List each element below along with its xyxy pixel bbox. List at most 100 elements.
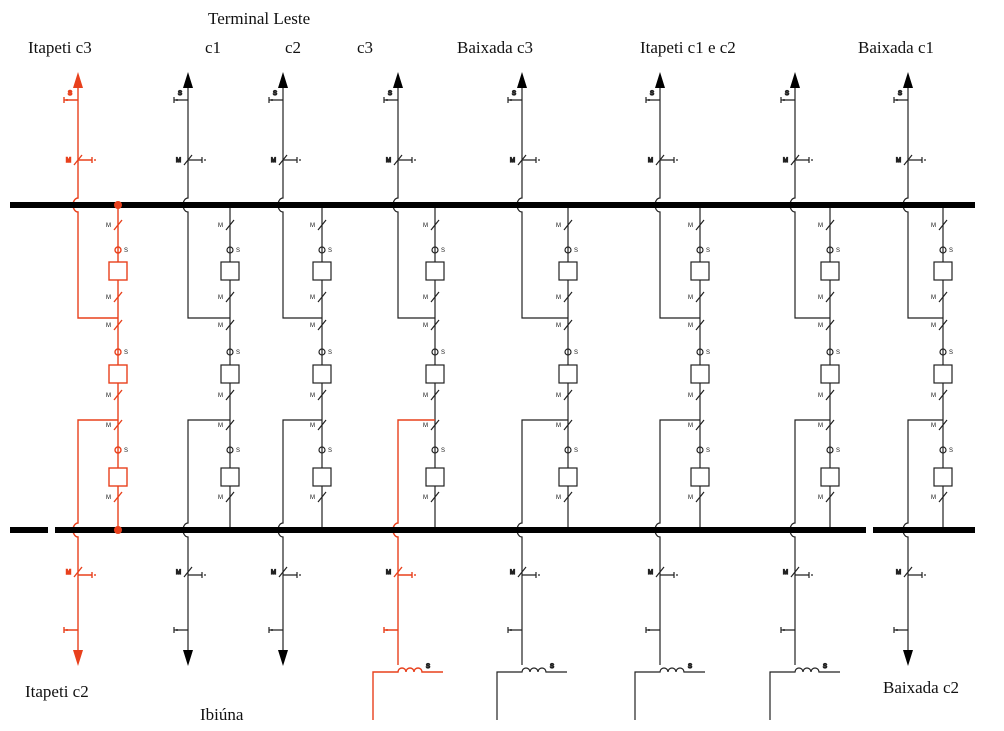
switch-label: M bbox=[931, 295, 936, 301]
switch bbox=[825, 219, 835, 231]
transformer bbox=[769, 667, 840, 720]
switch-label: M bbox=[556, 393, 561, 399]
switch bbox=[393, 566, 403, 578]
breaker bbox=[558, 364, 578, 384]
ground-switch bbox=[780, 97, 795, 103]
breaker bbox=[425, 467, 445, 487]
switch bbox=[225, 419, 235, 431]
switch-label: M bbox=[783, 570, 788, 576]
switch bbox=[655, 566, 665, 578]
top-feeder bbox=[182, 80, 230, 319]
symbol-label: S bbox=[68, 91, 72, 97]
switch bbox=[825, 291, 835, 303]
current-transformer bbox=[564, 246, 572, 254]
top-feeder bbox=[654, 80, 700, 319]
switch-label: M bbox=[218, 393, 223, 399]
switch-label: M bbox=[688, 295, 693, 301]
symbol-label: S bbox=[328, 248, 332, 254]
bay: M S M S bbox=[634, 72, 705, 720]
switch bbox=[113, 419, 123, 431]
breaker bbox=[820, 261, 840, 281]
symbol-label: S bbox=[836, 248, 840, 254]
switch-label: M bbox=[106, 423, 111, 429]
feeder-label: Baixada c1 bbox=[858, 38, 934, 57]
feeder-label: Itapeti c3 bbox=[28, 38, 92, 57]
bus-node bbox=[227, 202, 233, 208]
ground-switch bbox=[522, 572, 540, 578]
symbol-label: S bbox=[441, 350, 445, 356]
switch-label: M bbox=[423, 223, 428, 229]
symbol-label: S bbox=[550, 664, 554, 670]
symbol-label: S bbox=[441, 248, 445, 254]
lower-feeder bbox=[654, 419, 700, 665]
arrow bbox=[655, 72, 665, 88]
symbol-label: S bbox=[706, 248, 710, 254]
switch bbox=[225, 219, 235, 231]
switch-label: M bbox=[818, 223, 823, 229]
switch-label: M bbox=[176, 158, 181, 164]
current-transformer bbox=[939, 348, 947, 356]
top-feeder bbox=[277, 80, 322, 319]
breaker bbox=[220, 261, 240, 281]
current-transformer bbox=[939, 446, 947, 454]
switch-label: M bbox=[783, 158, 788, 164]
switch bbox=[825, 389, 835, 401]
breaker bbox=[690, 364, 710, 384]
switch-label: M bbox=[176, 570, 181, 576]
switch-label: M bbox=[106, 393, 111, 399]
current-transformer bbox=[564, 348, 572, 356]
switch bbox=[938, 491, 948, 503]
breaker bbox=[312, 467, 332, 487]
switch-label: M bbox=[688, 423, 693, 429]
ground-switch bbox=[660, 157, 678, 163]
switch bbox=[938, 419, 948, 431]
switch bbox=[113, 319, 123, 331]
switch-label: M bbox=[423, 495, 428, 501]
arrow bbox=[73, 72, 83, 88]
switch bbox=[113, 491, 123, 503]
switch-label: M bbox=[688, 223, 693, 229]
symbol-label: S bbox=[898, 91, 902, 97]
current-transformer bbox=[114, 246, 122, 254]
switch-label: M bbox=[310, 393, 315, 399]
bus-node bbox=[432, 202, 438, 208]
symbol-label: S bbox=[836, 448, 840, 454]
switch bbox=[695, 419, 705, 431]
arrow bbox=[393, 72, 403, 88]
ground-switch bbox=[63, 627, 78, 633]
ground-switch bbox=[173, 97, 188, 103]
breaker bbox=[820, 467, 840, 487]
switch bbox=[563, 291, 573, 303]
switch bbox=[938, 319, 948, 331]
ground-switch bbox=[188, 572, 206, 578]
switch-label: M bbox=[818, 495, 823, 501]
switch-label: M bbox=[218, 323, 223, 329]
breaker bbox=[933, 364, 953, 384]
breaker bbox=[108, 364, 128, 384]
breaker bbox=[108, 467, 128, 487]
feeder-label: Baixada c2 bbox=[883, 678, 959, 697]
breaker bbox=[933, 261, 953, 281]
switch bbox=[317, 491, 327, 503]
symbol-label: S bbox=[273, 91, 277, 97]
current-transformer bbox=[318, 246, 326, 254]
bus-node bbox=[432, 527, 438, 533]
switch-label: M bbox=[931, 223, 936, 229]
symbol-label: S bbox=[574, 448, 578, 454]
switch bbox=[113, 219, 123, 231]
ground-switch bbox=[398, 157, 416, 163]
switch bbox=[73, 566, 83, 578]
switch-label: M bbox=[386, 158, 391, 164]
current-transformer bbox=[431, 348, 439, 356]
bus-node bbox=[697, 527, 703, 533]
ground-switch bbox=[173, 627, 188, 633]
switch bbox=[563, 219, 573, 231]
switch-label: M bbox=[556, 223, 561, 229]
top-feeder bbox=[72, 80, 118, 319]
switch-label: M bbox=[310, 423, 315, 429]
switch-label: M bbox=[931, 495, 936, 501]
switch bbox=[225, 491, 235, 503]
switch-label: M bbox=[423, 295, 428, 301]
switch bbox=[225, 319, 235, 331]
switch bbox=[317, 419, 327, 431]
